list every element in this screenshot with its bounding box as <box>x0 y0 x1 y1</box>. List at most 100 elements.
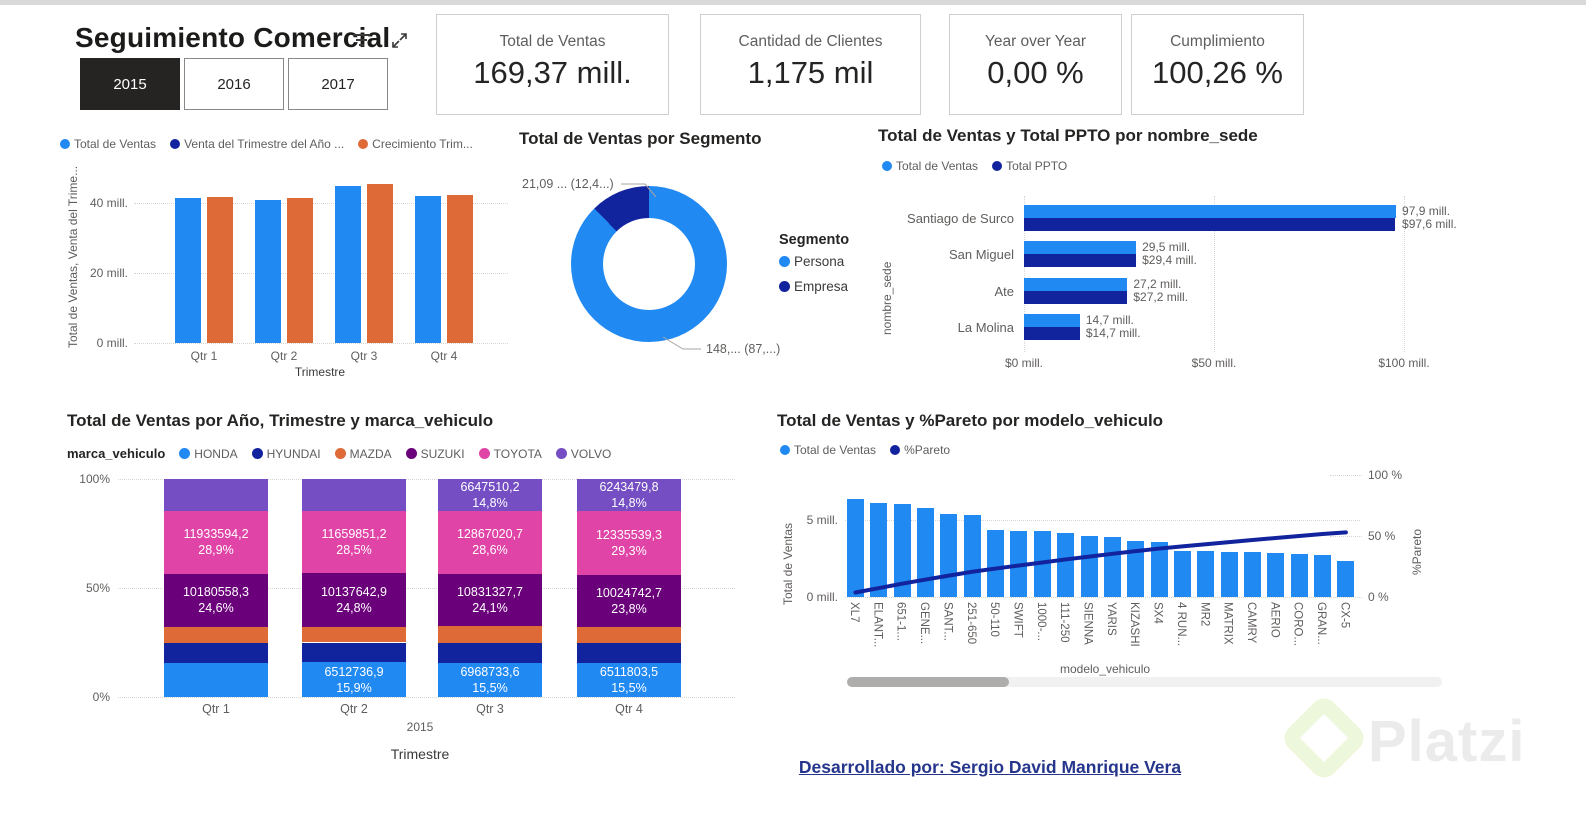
pareto-bar-matrix[interactable] <box>1220 551 1238 597</box>
stack-seg-toyota-qtr4[interactable] <box>577 511 681 576</box>
legend-item-crecimiento-trim-[interactable]: Crecimiento Trim... <box>358 137 473 151</box>
legend-item-honda[interactable]: HONDA <box>179 447 238 461</box>
column-qtr2-blue[interactable] <box>255 199 281 343</box>
stack-seg-hyundai-qtr3[interactable] <box>438 642 542 664</box>
legend-item-mazda[interactable]: MAZDA <box>334 447 392 461</box>
stack-seg-suzuki-qtr1[interactable] <box>164 573 268 628</box>
stack-seg-honda-qtr1[interactable] <box>164 662 268 697</box>
pareto-scrollbar-thumb[interactable] <box>847 677 1009 687</box>
pareto-bar-50110[interactable] <box>987 530 1005 597</box>
column-qtr4-orange[interactable] <box>447 194 473 343</box>
pareto-bar-elant[interactable] <box>870 503 888 597</box>
donut-legend-item-empresa[interactable]: Empresa <box>779 279 848 294</box>
stack-seg-toyota-qtr2[interactable] <box>302 511 406 574</box>
pareto-bar-sienna[interactable] <box>1080 536 1098 597</box>
stack-seg-suzuki-qtr2[interactable] <box>302 573 406 628</box>
legend-item-total-de-ventas[interactable]: Total de Ventas <box>780 443 876 457</box>
legend-item-total-de-ventas[interactable]: Total de Ventas <box>882 159 978 173</box>
stack-seg-hyundai-qtr1[interactable] <box>164 642 268 663</box>
pareto-x-label: SWIFT <box>1011 602 1024 638</box>
stack-seg-volvo-qtr3[interactable] <box>438 479 542 512</box>
stack-seg-honda-qtr4[interactable] <box>577 663 681 697</box>
hbar-ppto-4[interactable] <box>1024 326 1080 340</box>
stack-seg-honda-qtr2[interactable] <box>302 662 406 697</box>
pareto-bar-aerio[interactable] <box>1267 552 1285 597</box>
hbar-ppto-1[interactable] <box>1024 218 1395 231</box>
pareto-bar-camry[interactable] <box>1243 552 1261 597</box>
pareto-bar-yaris[interactable] <box>1103 536 1121 597</box>
filter-icon[interactable] <box>353 34 370 46</box>
credit-link[interactable]: Desarrollado por: Sergio David Manrique … <box>798 757 1182 777</box>
pareto-bar-mr2[interactable] <box>1197 550 1215 597</box>
hbar-ppto-2[interactable] <box>1024 254 1136 268</box>
legend-item-total-de-ventas[interactable]: Total de Ventas <box>60 137 156 151</box>
gridline <box>118 479 735 480</box>
hbar-ppto-3[interactable] <box>1024 290 1128 304</box>
pareto-bar-251650[interactable] <box>963 514 981 597</box>
bar-value-label: $14,7 mill. <box>1085 325 1141 340</box>
legend-item-venta-del-trimestre-del-a-o-[interactable]: Venta del Trimestre del Año ... <box>170 137 344 151</box>
legend-item-total-ppto[interactable]: Total PPTO <box>992 159 1067 173</box>
marca-chart-legend: marca_vehiculo HONDA HYUNDAI MAZDA SUZUKI TOY… <box>67 446 611 461</box>
stack-seg-toyota-qtr3[interactable] <box>438 511 542 574</box>
pareto-bar-gran[interactable] <box>1314 555 1331 597</box>
pareto-bar-cx5[interactable] <box>1337 560 1355 597</box>
pareto-bar-coro[interactable] <box>1290 553 1308 597</box>
hbar-ventas-4[interactable] <box>1024 313 1080 327</box>
pareto-bar-111250[interactable] <box>1057 533 1075 597</box>
donut-legend-item-persona[interactable]: Persona <box>779 254 848 269</box>
hbar-ventas-2[interactable] <box>1024 241 1137 255</box>
pareto-bar-xl7[interactable] <box>847 499 864 597</box>
focus-mode-icon[interactable] <box>390 31 409 55</box>
stack-seg-volvo-qtr4[interactable] <box>577 479 681 512</box>
pareto-bar-kizashi[interactable] <box>1127 540 1145 597</box>
stack-seg-mazda-qtr2[interactable] <box>302 627 406 643</box>
pareto-bar-swift[interactable] <box>1010 530 1028 597</box>
pareto-bar-6511[interactable] <box>893 503 911 597</box>
pareto-bar-sx4[interactable] <box>1150 541 1168 597</box>
segment-data-label: 10831327,7 24,1% <box>456 584 524 615</box>
stack-seg-hyundai-qtr4[interactable] <box>577 642 681 664</box>
stack-seg-suzuki-qtr4[interactable] <box>577 575 681 627</box>
stack-seg-suzuki-qtr3[interactable] <box>438 573 542 627</box>
legend-label: HYUNDAI <box>266 446 321 461</box>
kpi-card-3: Year over Year 0,00 % <box>949 14 1122 115</box>
kpi-value: 0,00 % <box>987 55 1084 90</box>
pareto-x-label: AERIO <box>1268 602 1281 638</box>
legend-dot <box>478 448 490 459</box>
legend-item-volvo[interactable]: VOLVO <box>555 447 611 461</box>
donut-hole <box>603 218 695 310</box>
y-tick-left: 5 mill. <box>806 513 838 527</box>
stack-seg-volvo-qtr1[interactable] <box>164 479 268 511</box>
pareto-x-axis-title: modelo_vehiculo <box>1059 662 1151 676</box>
stack-seg-mazda-qtr3[interactable] <box>438 626 542 643</box>
pareto-x-label: 50-110 <box>988 602 1001 637</box>
stack-seg-volvo-qtr2[interactable] <box>302 479 406 512</box>
column-qtr1-blue[interactable] <box>175 198 201 343</box>
column-qtr2-orange[interactable] <box>287 198 313 343</box>
marca-x-axis-title: Trimestre <box>390 746 450 762</box>
legend-item-suzuki[interactable]: SUZUKI <box>405 447 465 461</box>
pareto-bar-1000[interactable] <box>1033 530 1051 597</box>
pareto-bar-4run[interactable] <box>1173 550 1191 597</box>
legend-item--pareto[interactable]: %Pareto <box>890 443 950 457</box>
column-qtr3-orange[interactable] <box>367 184 393 343</box>
legend-item-hyundai[interactable]: HYUNDAI <box>251 446 321 461</box>
pareto-bar-sant[interactable] <box>940 513 958 597</box>
year-button-2017[interactable]: 2017 <box>288 58 388 110</box>
column-qtr1-orange[interactable] <box>207 196 233 343</box>
pareto-scrollbar-track[interactable] <box>847 677 1442 687</box>
year-button-2015[interactable]: 2015 <box>80 58 180 110</box>
hbar-ventas-1[interactable] <box>1024 205 1397 218</box>
column-qtr4-blue[interactable] <box>415 196 441 343</box>
legend-item-toyota[interactable]: TOYOTA <box>478 447 542 461</box>
stack-seg-toyota-qtr1[interactable] <box>164 510 268 574</box>
stack-seg-hyundai-qtr2[interactable] <box>302 642 406 663</box>
hbar-ventas-3[interactable] <box>1024 277 1128 291</box>
stack-seg-mazda-qtr4[interactable] <box>577 627 681 643</box>
stack-seg-mazda-qtr1[interactable] <box>164 627 268 643</box>
column-qtr3-blue[interactable] <box>335 185 361 343</box>
pareto-bar-gene[interactable] <box>917 507 935 597</box>
year-button-2016[interactable]: 2016 <box>184 58 284 110</box>
stack-seg-honda-qtr3[interactable] <box>438 663 542 697</box>
